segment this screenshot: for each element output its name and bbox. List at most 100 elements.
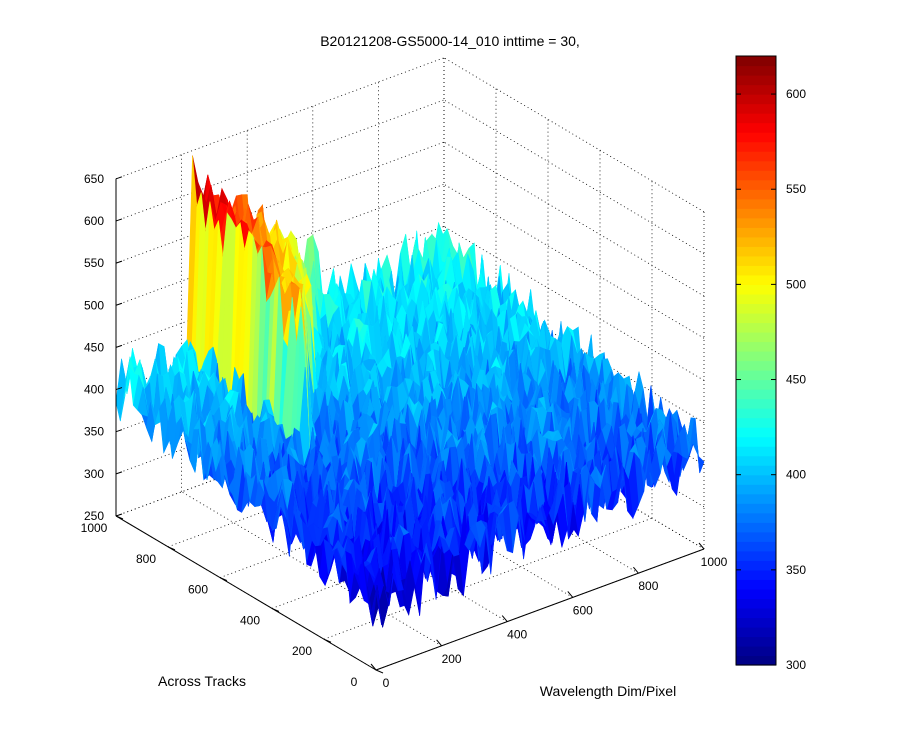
x-tick-label: 200	[442, 652, 462, 666]
colorbar-band	[736, 293, 776, 305]
colorbar-band	[736, 370, 776, 381]
x-tick-mark	[370, 663, 377, 671]
colorbar-band	[736, 217, 776, 228]
colorbar-band	[736, 522, 776, 533]
z-tick-label: 650	[84, 172, 104, 186]
colorbar-band	[736, 331, 776, 343]
y-tick-mark	[219, 577, 228, 582]
colorbar-band	[736, 607, 776, 619]
colorbar-band	[736, 75, 776, 86]
colorbar-band	[736, 322, 776, 333]
x-tick-mark	[436, 639, 442, 647]
y-tick-mark	[115, 515, 124, 520]
x-axis-line	[375, 548, 705, 671]
colorbar-band	[736, 588, 776, 599]
colorbar-tick-label: 400	[786, 468, 806, 482]
colorbar-band	[736, 398, 776, 409]
colorbar-tick-label: 500	[786, 277, 806, 291]
colorbar-band	[736, 227, 776, 238]
colorbar-band	[736, 541, 776, 552]
colorbar-band	[736, 455, 776, 466]
colorbar-tick-label: 350	[786, 563, 806, 577]
colorbar-band	[736, 208, 776, 219]
colorbar-band	[736, 103, 776, 114]
x-tick-mark	[633, 566, 639, 574]
y-tick-label: 600	[188, 583, 208, 597]
y-tick-label: 1000	[81, 521, 108, 535]
x-tick-label: 0	[383, 676, 390, 690]
y-axis-label: Across Tracks	[158, 673, 246, 689]
colorbar-tick-label: 300	[786, 658, 806, 672]
colorbar-band	[736, 360, 776, 371]
colorbar-band	[736, 189, 776, 200]
colorbar-band	[736, 246, 776, 257]
colorbar-band	[736, 179, 776, 190]
z-tick-mark	[115, 260, 123, 264]
colorbar-band	[736, 274, 776, 285]
x-tick-label: 400	[507, 628, 527, 642]
y-tick-label: 200	[292, 644, 312, 658]
y-axis-line	[115, 515, 377, 671]
colorbar-band	[736, 493, 776, 504]
colorbar-tick-label: 600	[786, 87, 806, 101]
colorbar-band	[736, 617, 776, 628]
colorbar-band	[736, 113, 776, 124]
side-wall-grid-line	[443, 99, 705, 255]
colorbar-band	[736, 341, 776, 352]
y-tick-label: 0	[351, 675, 358, 689]
colorbar-band	[736, 132, 776, 143]
colorbar-band	[736, 284, 776, 295]
colorbar-band	[736, 255, 776, 266]
colorbar-band	[736, 417, 776, 428]
z-tick-mark	[115, 344, 123, 348]
colorbar-band	[736, 94, 776, 105]
side-wall-grid-line	[443, 57, 705, 213]
colorbar-band	[736, 141, 776, 152]
colorbar-band	[736, 512, 776, 523]
y-tick-mark	[375, 669, 384, 674]
z-tick-label: 500	[84, 298, 104, 312]
colorbar-band	[736, 655, 776, 666]
y-tick-mark	[167, 546, 176, 551]
colorbar-band	[736, 408, 776, 419]
tick-labels: 0200400600800100002004006008001000250300…	[81, 172, 728, 690]
z-tick-label: 600	[84, 214, 104, 228]
z-tick-label: 250	[84, 509, 104, 523]
colorbar-band	[736, 550, 776, 561]
y-tick-mark	[323, 638, 332, 643]
colorbar-band	[736, 379, 776, 390]
y-tick-label: 400	[240, 613, 260, 627]
z-tick-mark	[115, 387, 123, 391]
colorbar-band	[736, 65, 776, 76]
colorbar-ticks: 300 350 400 450 500 550 600	[736, 87, 806, 672]
colorbar-band	[736, 427, 776, 438]
z-tick-mark	[115, 302, 123, 306]
z-tick-label: 550	[84, 256, 104, 270]
x-tick-label: 600	[573, 603, 593, 617]
surface-patch	[371, 585, 382, 625]
z-tick-mark	[115, 176, 123, 180]
x-tick-mark	[567, 591, 574, 598]
colorbar-band	[736, 122, 776, 133]
colorbar-frame	[735, 55, 777, 666]
z-tick-label: 350	[84, 425, 104, 439]
colorbar-band	[736, 265, 776, 276]
z-tick-label: 400	[84, 383, 104, 397]
axes-frame	[115, 176, 705, 674]
colorbar-band	[736, 170, 776, 181]
x-tick-label: 800	[638, 579, 658, 593]
x-tick-mark	[501, 615, 508, 622]
colorbar: 300 350 400 450 500 550 600	[735, 55, 806, 672]
colorbar-tick-label: 450	[786, 373, 806, 387]
colorbar-band	[736, 84, 776, 95]
colorbar-band	[736, 446, 776, 457]
colorbar-band	[736, 569, 776, 580]
surface-plot	[115, 155, 705, 628]
colorbar-band	[736, 579, 776, 590]
colorbar-band	[736, 350, 776, 362]
z-tick-label: 450	[84, 340, 104, 354]
colorbar-band	[736, 636, 776, 647]
colorbar-band	[736, 484, 776, 495]
colorbar-band	[736, 531, 776, 542]
